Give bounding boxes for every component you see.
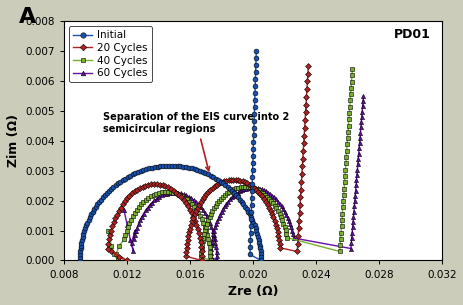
60 Cycles	[186, 195, 191, 199]
Initial	[77, 259, 82, 262]
60 Cycles	[357, 136, 362, 140]
Initial	[249, 189, 254, 193]
X-axis label: Zre (Ω): Zre (Ω)	[227, 285, 278, 298]
Text: PD01: PD01	[393, 28, 430, 41]
20 Cycles	[124, 259, 130, 262]
20 Cycles	[274, 226, 279, 230]
Initial	[256, 238, 261, 242]
40 Cycles	[235, 186, 241, 189]
60 Cycles	[243, 187, 249, 190]
40 Cycles	[181, 196, 187, 199]
Text: Separation of the EIS curve into 2
semicircular regions: Separation of the EIS curve into 2 semic…	[103, 112, 289, 171]
Text: A: A	[19, 7, 36, 27]
20 Cycles	[199, 254, 204, 258]
40 Cycles	[114, 259, 120, 262]
20 Cycles	[305, 64, 310, 68]
40 Cycles	[345, 117, 351, 121]
40 Cycles	[349, 67, 355, 71]
20 Cycles	[108, 250, 114, 253]
20 Cycles	[235, 178, 240, 182]
20 Cycles	[134, 188, 140, 191]
Line: 40 Cycles: 40 Cycles	[106, 67, 354, 263]
60 Cycles	[360, 94, 365, 98]
40 Cycles	[224, 191, 230, 195]
Initial	[78, 241, 84, 244]
60 Cycles	[283, 213, 288, 217]
Initial	[250, 161, 255, 165]
Line: Initial: Initial	[77, 48, 263, 263]
60 Cycles	[232, 192, 238, 196]
60 Cycles	[213, 259, 219, 262]
Initial	[253, 49, 258, 53]
40 Cycles	[276, 212, 282, 216]
Line: 20 Cycles: 20 Cycles	[106, 64, 310, 263]
40 Cycles	[105, 229, 111, 232]
20 Cycles	[197, 240, 203, 244]
60 Cycles	[121, 208, 126, 211]
40 Cycles	[342, 174, 347, 178]
Initial	[222, 183, 228, 187]
Legend: Initial, 20 Cycles, 40 Cycles, 60 Cycles: Initial, 20 Cycles, 40 Cycles, 60 Cycles	[69, 26, 152, 82]
20 Cycles	[188, 223, 194, 227]
Y-axis label: Zim (Ω): Zim (Ω)	[7, 114, 20, 167]
Line: 60 Cycles: 60 Cycles	[122, 94, 365, 263]
Initial	[250, 126, 256, 130]
60 Cycles	[352, 184, 358, 187]
